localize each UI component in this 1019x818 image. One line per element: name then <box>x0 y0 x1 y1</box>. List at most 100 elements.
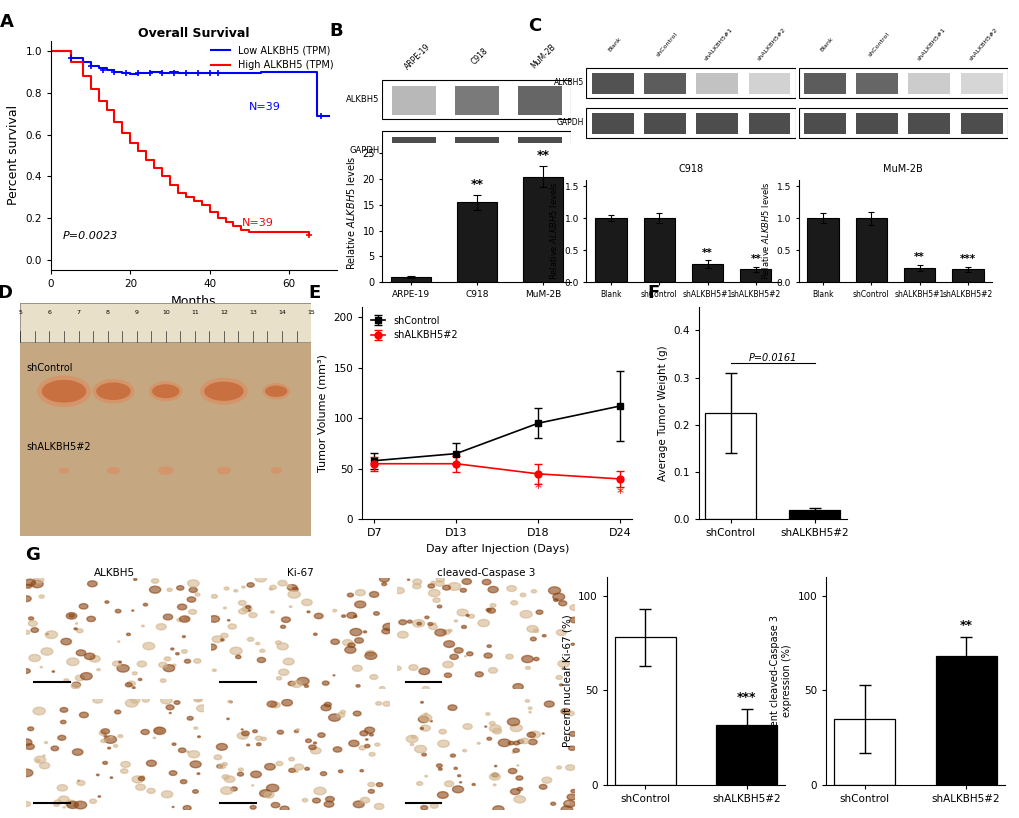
Circle shape <box>170 648 173 650</box>
Circle shape <box>294 764 304 770</box>
Bar <box>586 108 795 137</box>
Circle shape <box>486 737 491 740</box>
Bar <box>643 218 675 282</box>
Circle shape <box>196 698 203 702</box>
Circle shape <box>110 777 112 779</box>
Circle shape <box>260 649 265 653</box>
Circle shape <box>466 652 473 656</box>
Circle shape <box>31 580 43 587</box>
Circle shape <box>175 653 179 655</box>
Circle shape <box>54 800 61 804</box>
Circle shape <box>93 697 103 703</box>
Circle shape <box>230 647 242 654</box>
Circle shape <box>43 755 45 757</box>
X-axis label: Day after Injection (Days): Day after Injection (Days) <box>425 544 569 554</box>
Circle shape <box>346 613 356 618</box>
Circle shape <box>489 725 500 732</box>
Bar <box>908 73 950 94</box>
Circle shape <box>29 654 41 662</box>
Circle shape <box>394 587 404 594</box>
Text: *: * <box>534 481 541 495</box>
Circle shape <box>112 661 121 667</box>
Circle shape <box>302 599 312 605</box>
Circle shape <box>133 578 137 581</box>
Title: Ki-67: Ki-67 <box>286 568 314 578</box>
Circle shape <box>235 655 240 658</box>
Circle shape <box>568 746 575 750</box>
Circle shape <box>340 710 345 713</box>
Circle shape <box>394 666 400 671</box>
Circle shape <box>246 605 251 609</box>
Circle shape <box>375 702 381 705</box>
Circle shape <box>529 731 540 738</box>
Text: GAPDH: GAPDH <box>556 118 583 127</box>
Circle shape <box>374 803 383 809</box>
Circle shape <box>183 806 191 811</box>
Circle shape <box>226 718 229 720</box>
Circle shape <box>183 617 189 621</box>
Ellipse shape <box>150 382 181 401</box>
Circle shape <box>561 667 565 669</box>
Circle shape <box>105 601 109 603</box>
Text: 6: 6 <box>48 310 51 315</box>
Text: 13: 13 <box>249 310 257 315</box>
Circle shape <box>230 787 237 791</box>
Circle shape <box>137 661 147 667</box>
Circle shape <box>163 665 174 672</box>
Circle shape <box>20 739 32 746</box>
Circle shape <box>322 681 329 685</box>
Bar <box>855 218 887 282</box>
Circle shape <box>72 682 81 687</box>
Circle shape <box>478 619 489 627</box>
Circle shape <box>463 724 472 730</box>
Circle shape <box>413 579 421 585</box>
Circle shape <box>177 604 186 609</box>
Circle shape <box>115 609 121 613</box>
Circle shape <box>125 683 132 687</box>
Circle shape <box>309 745 316 749</box>
Circle shape <box>28 727 34 730</box>
Circle shape <box>104 735 116 744</box>
Circle shape <box>310 748 321 754</box>
Text: **: ** <box>470 178 483 191</box>
Circle shape <box>365 652 376 659</box>
Bar <box>803 113 845 134</box>
Circle shape <box>438 730 446 734</box>
Circle shape <box>302 798 308 802</box>
Bar <box>457 202 496 282</box>
Circle shape <box>57 784 67 791</box>
Bar <box>748 113 790 134</box>
Bar <box>903 268 934 282</box>
Circle shape <box>332 609 336 612</box>
Circle shape <box>353 801 364 807</box>
Circle shape <box>491 773 498 777</box>
Circle shape <box>41 648 53 655</box>
Circle shape <box>436 577 444 582</box>
Circle shape <box>52 671 54 672</box>
Bar <box>952 269 982 282</box>
Circle shape <box>176 586 183 590</box>
Bar <box>855 113 897 134</box>
X-axis label: Months: Months <box>171 294 216 308</box>
Text: **: ** <box>750 254 760 264</box>
Circle shape <box>555 630 566 636</box>
Bar <box>518 86 561 115</box>
Circle shape <box>321 704 331 711</box>
Circle shape <box>552 593 565 600</box>
Bar <box>834 719 895 785</box>
Circle shape <box>422 753 426 756</box>
Circle shape <box>570 617 579 622</box>
Circle shape <box>541 777 551 783</box>
Circle shape <box>564 800 575 807</box>
Text: shControl: shControl <box>654 31 678 57</box>
Circle shape <box>336 712 344 717</box>
Circle shape <box>489 721 494 725</box>
Circle shape <box>570 605 579 610</box>
Bar <box>807 218 838 282</box>
Circle shape <box>144 604 148 606</box>
Circle shape <box>422 686 429 691</box>
Text: shControl: shControl <box>866 31 890 57</box>
Circle shape <box>61 638 71 645</box>
Circle shape <box>227 619 229 621</box>
Title: ALKBH5: ALKBH5 <box>94 568 136 578</box>
